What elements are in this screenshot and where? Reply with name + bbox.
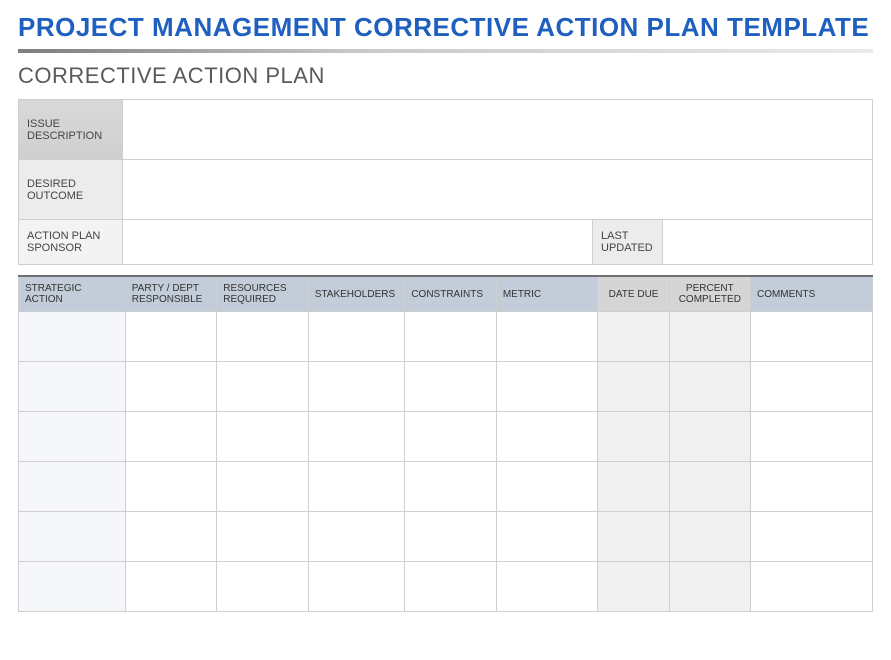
cell-strategic-action[interactable]	[19, 512, 126, 562]
cell-stakeholders[interactable]	[308, 462, 405, 512]
cell-constraints[interactable]	[405, 462, 497, 512]
cell-constraints[interactable]	[405, 312, 497, 362]
cell-strategic-action[interactable]	[19, 312, 126, 362]
cell-constraints[interactable]	[405, 412, 497, 462]
cell-comments[interactable]	[750, 512, 872, 562]
cell-strategic-action[interactable]	[19, 462, 126, 512]
col-header-party: PARTY / DEPT RESPONSIBLE	[125, 276, 217, 312]
cell-stakeholders[interactable]	[308, 562, 405, 612]
cell-date-due[interactable]	[598, 312, 669, 362]
cell-metric[interactable]	[496, 462, 598, 512]
action-grid-table: STRATEGIC ACTION PARTY / DEPT RESPONSIBL…	[18, 275, 873, 612]
cell-date-due[interactable]	[598, 412, 669, 462]
table-row	[19, 362, 873, 412]
cell-constraints[interactable]	[405, 512, 497, 562]
col-header-stakeholders: STAKEHOLDERS	[308, 276, 405, 312]
cell-strategic-action[interactable]	[19, 412, 126, 462]
action-plan-sponsor-label: ACTION PLAN SPONSOR	[19, 220, 123, 265]
cell-percent[interactable]	[669, 412, 750, 462]
cell-date-due[interactable]	[598, 562, 669, 612]
cell-percent[interactable]	[669, 362, 750, 412]
info-table: ISSUE DESCRIPTION DESIRED OUTCOME ACTION…	[18, 99, 873, 265]
col-header-constraints: CONSTRAINTS	[405, 276, 497, 312]
cell-resources[interactable]	[217, 362, 309, 412]
info-row-issue: ISSUE DESCRIPTION	[19, 100, 873, 160]
issue-description-value[interactable]	[123, 100, 873, 160]
cell-percent[interactable]	[669, 562, 750, 612]
cell-percent[interactable]	[669, 312, 750, 362]
grid-header-row: STRATEGIC ACTION PARTY / DEPT RESPONSIBL…	[19, 276, 873, 312]
cell-resources[interactable]	[217, 412, 309, 462]
col-header-resources: RESOURCES REQUIRED	[217, 276, 309, 312]
cell-resources[interactable]	[217, 512, 309, 562]
col-header-metric: METRIC	[496, 276, 598, 312]
last-updated-label: LAST UPDATED	[593, 220, 663, 265]
desired-outcome-value[interactable]	[123, 160, 873, 220]
cell-party[interactable]	[125, 362, 217, 412]
col-header-date-due: DATE DUE	[598, 276, 669, 312]
cell-metric[interactable]	[496, 412, 598, 462]
cell-resources[interactable]	[217, 462, 309, 512]
cell-metric[interactable]	[496, 312, 598, 362]
section-title: CORRECTIVE ACTION PLAN	[18, 63, 873, 89]
cell-comments[interactable]	[750, 362, 872, 412]
grid-body	[19, 312, 873, 612]
last-updated-value[interactable]	[663, 220, 873, 265]
cell-comments[interactable]	[750, 562, 872, 612]
info-row-meta: ACTION PLAN SPONSOR LAST UPDATED	[19, 220, 873, 265]
cell-percent[interactable]	[669, 512, 750, 562]
page: PROJECT MANAGEMENT CORRECTIVE ACTION PLA…	[0, 0, 891, 612]
cell-party[interactable]	[125, 562, 217, 612]
cell-constraints[interactable]	[405, 362, 497, 412]
cell-metric[interactable]	[496, 512, 598, 562]
info-row-desired: DESIRED OUTCOME	[19, 160, 873, 220]
cell-stakeholders[interactable]	[308, 512, 405, 562]
cell-strategic-action[interactable]	[19, 362, 126, 412]
action-plan-sponsor-value[interactable]	[123, 220, 593, 265]
cell-stakeholders[interactable]	[308, 412, 405, 462]
cell-metric[interactable]	[496, 562, 598, 612]
title-underline	[18, 49, 873, 53]
page-title: PROJECT MANAGEMENT CORRECTIVE ACTION PLA…	[18, 12, 873, 43]
cell-resources[interactable]	[217, 562, 309, 612]
issue-description-label: ISSUE DESCRIPTION	[19, 100, 123, 160]
col-header-comments: COMMENTS	[750, 276, 872, 312]
cell-stakeholders[interactable]	[308, 312, 405, 362]
col-header-percent: PERCENT COMPLETED	[669, 276, 750, 312]
cell-date-due[interactable]	[598, 362, 669, 412]
cell-comments[interactable]	[750, 462, 872, 512]
cell-party[interactable]	[125, 462, 217, 512]
cell-metric[interactable]	[496, 362, 598, 412]
cell-party[interactable]	[125, 412, 217, 462]
table-row	[19, 312, 873, 362]
table-row	[19, 562, 873, 612]
cell-party[interactable]	[125, 312, 217, 362]
cell-resources[interactable]	[217, 312, 309, 362]
cell-strategic-action[interactable]	[19, 562, 126, 612]
cell-comments[interactable]	[750, 412, 872, 462]
cell-constraints[interactable]	[405, 562, 497, 612]
table-row	[19, 412, 873, 462]
grid-wrapper: STRATEGIC ACTION PARTY / DEPT RESPONSIBL…	[18, 275, 873, 612]
cell-stakeholders[interactable]	[308, 362, 405, 412]
table-row	[19, 462, 873, 512]
cell-comments[interactable]	[750, 312, 872, 362]
cell-percent[interactable]	[669, 462, 750, 512]
desired-outcome-label: DESIRED OUTCOME	[19, 160, 123, 220]
table-row	[19, 512, 873, 562]
cell-date-due[interactable]	[598, 462, 669, 512]
cell-date-due[interactable]	[598, 512, 669, 562]
cell-party[interactable]	[125, 512, 217, 562]
col-header-strategic-action: STRATEGIC ACTION	[19, 276, 126, 312]
